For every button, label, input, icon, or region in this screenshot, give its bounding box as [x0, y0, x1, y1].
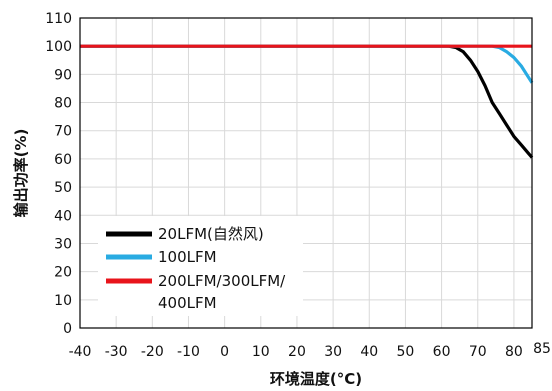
- x-axis-title: 环境温度(°C): [270, 370, 362, 388]
- y-axis-title: 输出功率(%): [12, 129, 30, 218]
- legend-label-200-300-400lfm-line1: 200LFM/300LFM/: [158, 272, 286, 290]
- x-tick-label: 70: [469, 344, 487, 360]
- series-line-0: [80, 44, 534, 159]
- y-tick-label: 80: [54, 96, 72, 112]
- y-tick-label: 70: [54, 124, 72, 140]
- x-tick-label: 10: [252, 344, 270, 360]
- x-tick-label: -30: [105, 344, 128, 360]
- plot-frame: [79, 17, 533, 329]
- series-lines: [80, 44, 534, 159]
- y-tick-label: 100: [45, 39, 72, 55]
- y-tick-label: 90: [54, 67, 72, 83]
- y-tick-label: 40: [54, 208, 72, 224]
- y-tick-label: 60: [54, 152, 72, 168]
- x-tick-label: 80: [505, 344, 523, 360]
- x-tick-label: -40: [69, 344, 92, 360]
- y-tick-label: 50: [54, 180, 72, 196]
- x-tick-label: 20: [288, 344, 306, 360]
- x-tick-label: 60: [433, 344, 451, 360]
- y-tick-label: 0: [63, 321, 72, 337]
- x-tick-label: 0: [220, 344, 229, 360]
- y-tick-label: 20: [54, 265, 72, 281]
- y-tick-labels: 0 10 20 30 40 50 60 70 80 90 100 110: [45, 11, 72, 337]
- legend: 20LFM(自然风) 100LFM 200LFM/300LFM/ 400LFM: [98, 216, 303, 316]
- x-tick-label: 50: [397, 344, 415, 360]
- x-tick-label: 40: [360, 344, 378, 360]
- x-tick-label: -10: [177, 344, 200, 360]
- legend-label-100lfm: 100LFM: [158, 248, 217, 266]
- y-tick-label: 110: [45, 11, 72, 27]
- legend-label-200-300-400lfm-line2: 400LFM: [158, 294, 217, 312]
- x-tick-label: 85: [533, 341, 551, 357]
- x-tick-label: 30: [324, 344, 342, 360]
- y-tick-label: 30: [54, 236, 72, 252]
- x-tick-label: -20: [141, 344, 164, 360]
- y-tick-label: 10: [54, 293, 72, 309]
- legend-label-20lfm: 20LFM(自然风): [158, 225, 264, 243]
- x-tick-labels: -40 -30 -20 -10 0 10 20 30 40 50 60 70 80 85: [69, 341, 551, 360]
